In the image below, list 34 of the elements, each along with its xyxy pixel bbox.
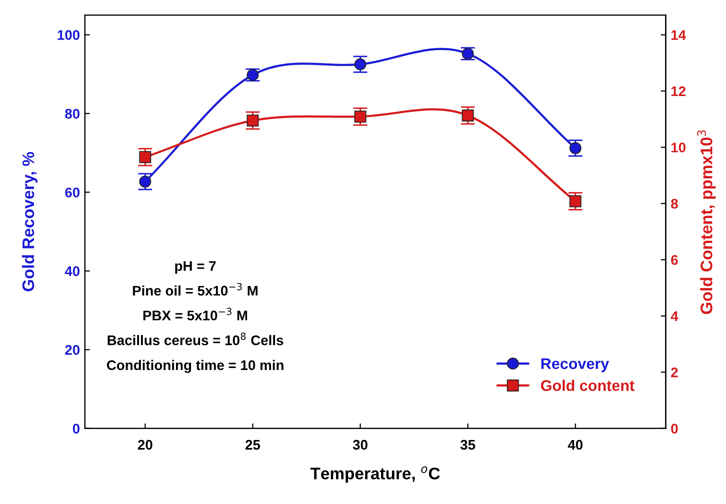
y-tick-label: 100 <box>58 30 80 40</box>
y2-tick-label: 14 <box>671 30 686 40</box>
annotation: Bacillus cereus = 10$^{8}$ Cells <box>108 332 284 346</box>
point <box>246 114 259 127</box>
y-tick-label: 80 <box>65 108 80 119</box>
x-tick-label: 20 <box>138 440 152 450</box>
point <box>139 151 152 164</box>
x-axis-title: Temperature, $^{o}$C <box>310 466 440 483</box>
point <box>462 110 474 122</box>
x-tick-label: 30 <box>352 440 368 450</box>
y-tick-label: 60 <box>65 188 80 198</box>
y2-tick-label: 8 <box>671 198 678 209</box>
y2-tick-label: 6 <box>671 255 678 265</box>
legend-label: Gold content <box>541 380 634 391</box>
y-axis-title: Gold Recovery, % <box>22 152 38 292</box>
y-tick-label: 40 <box>64 266 80 276</box>
y2-tick-label: 2 <box>671 368 678 378</box>
annotation: pH = 7 <box>175 261 216 274</box>
x-tick-label: 25 <box>245 440 260 450</box>
annotation: PBX = 5x10$^{−3}$ M <box>143 308 248 320</box>
point <box>354 110 366 123</box>
x-tick-label: 40 <box>568 440 583 450</box>
y-tick-label: 20 <box>65 345 80 355</box>
point <box>569 195 582 208</box>
y2-axis-title: Gold Content, ppmx10$^{3}$ <box>697 130 716 314</box>
x-tick-label: 35 <box>460 440 476 450</box>
y2-tick-label: 0 <box>671 424 678 434</box>
annotation: Conditioning time = 10 min <box>106 360 284 373</box>
y2-tick-label: 10 <box>671 142 686 152</box>
annotation: Pine oil = 5x10$^{−3}$ M <box>132 282 258 296</box>
y2-tick-label: 4 <box>670 311 678 321</box>
y2-tick-label: 12 <box>671 86 686 96</box>
y-tick-label: 0 <box>72 424 80 434</box>
legend-label: Recovery <box>541 358 610 372</box>
